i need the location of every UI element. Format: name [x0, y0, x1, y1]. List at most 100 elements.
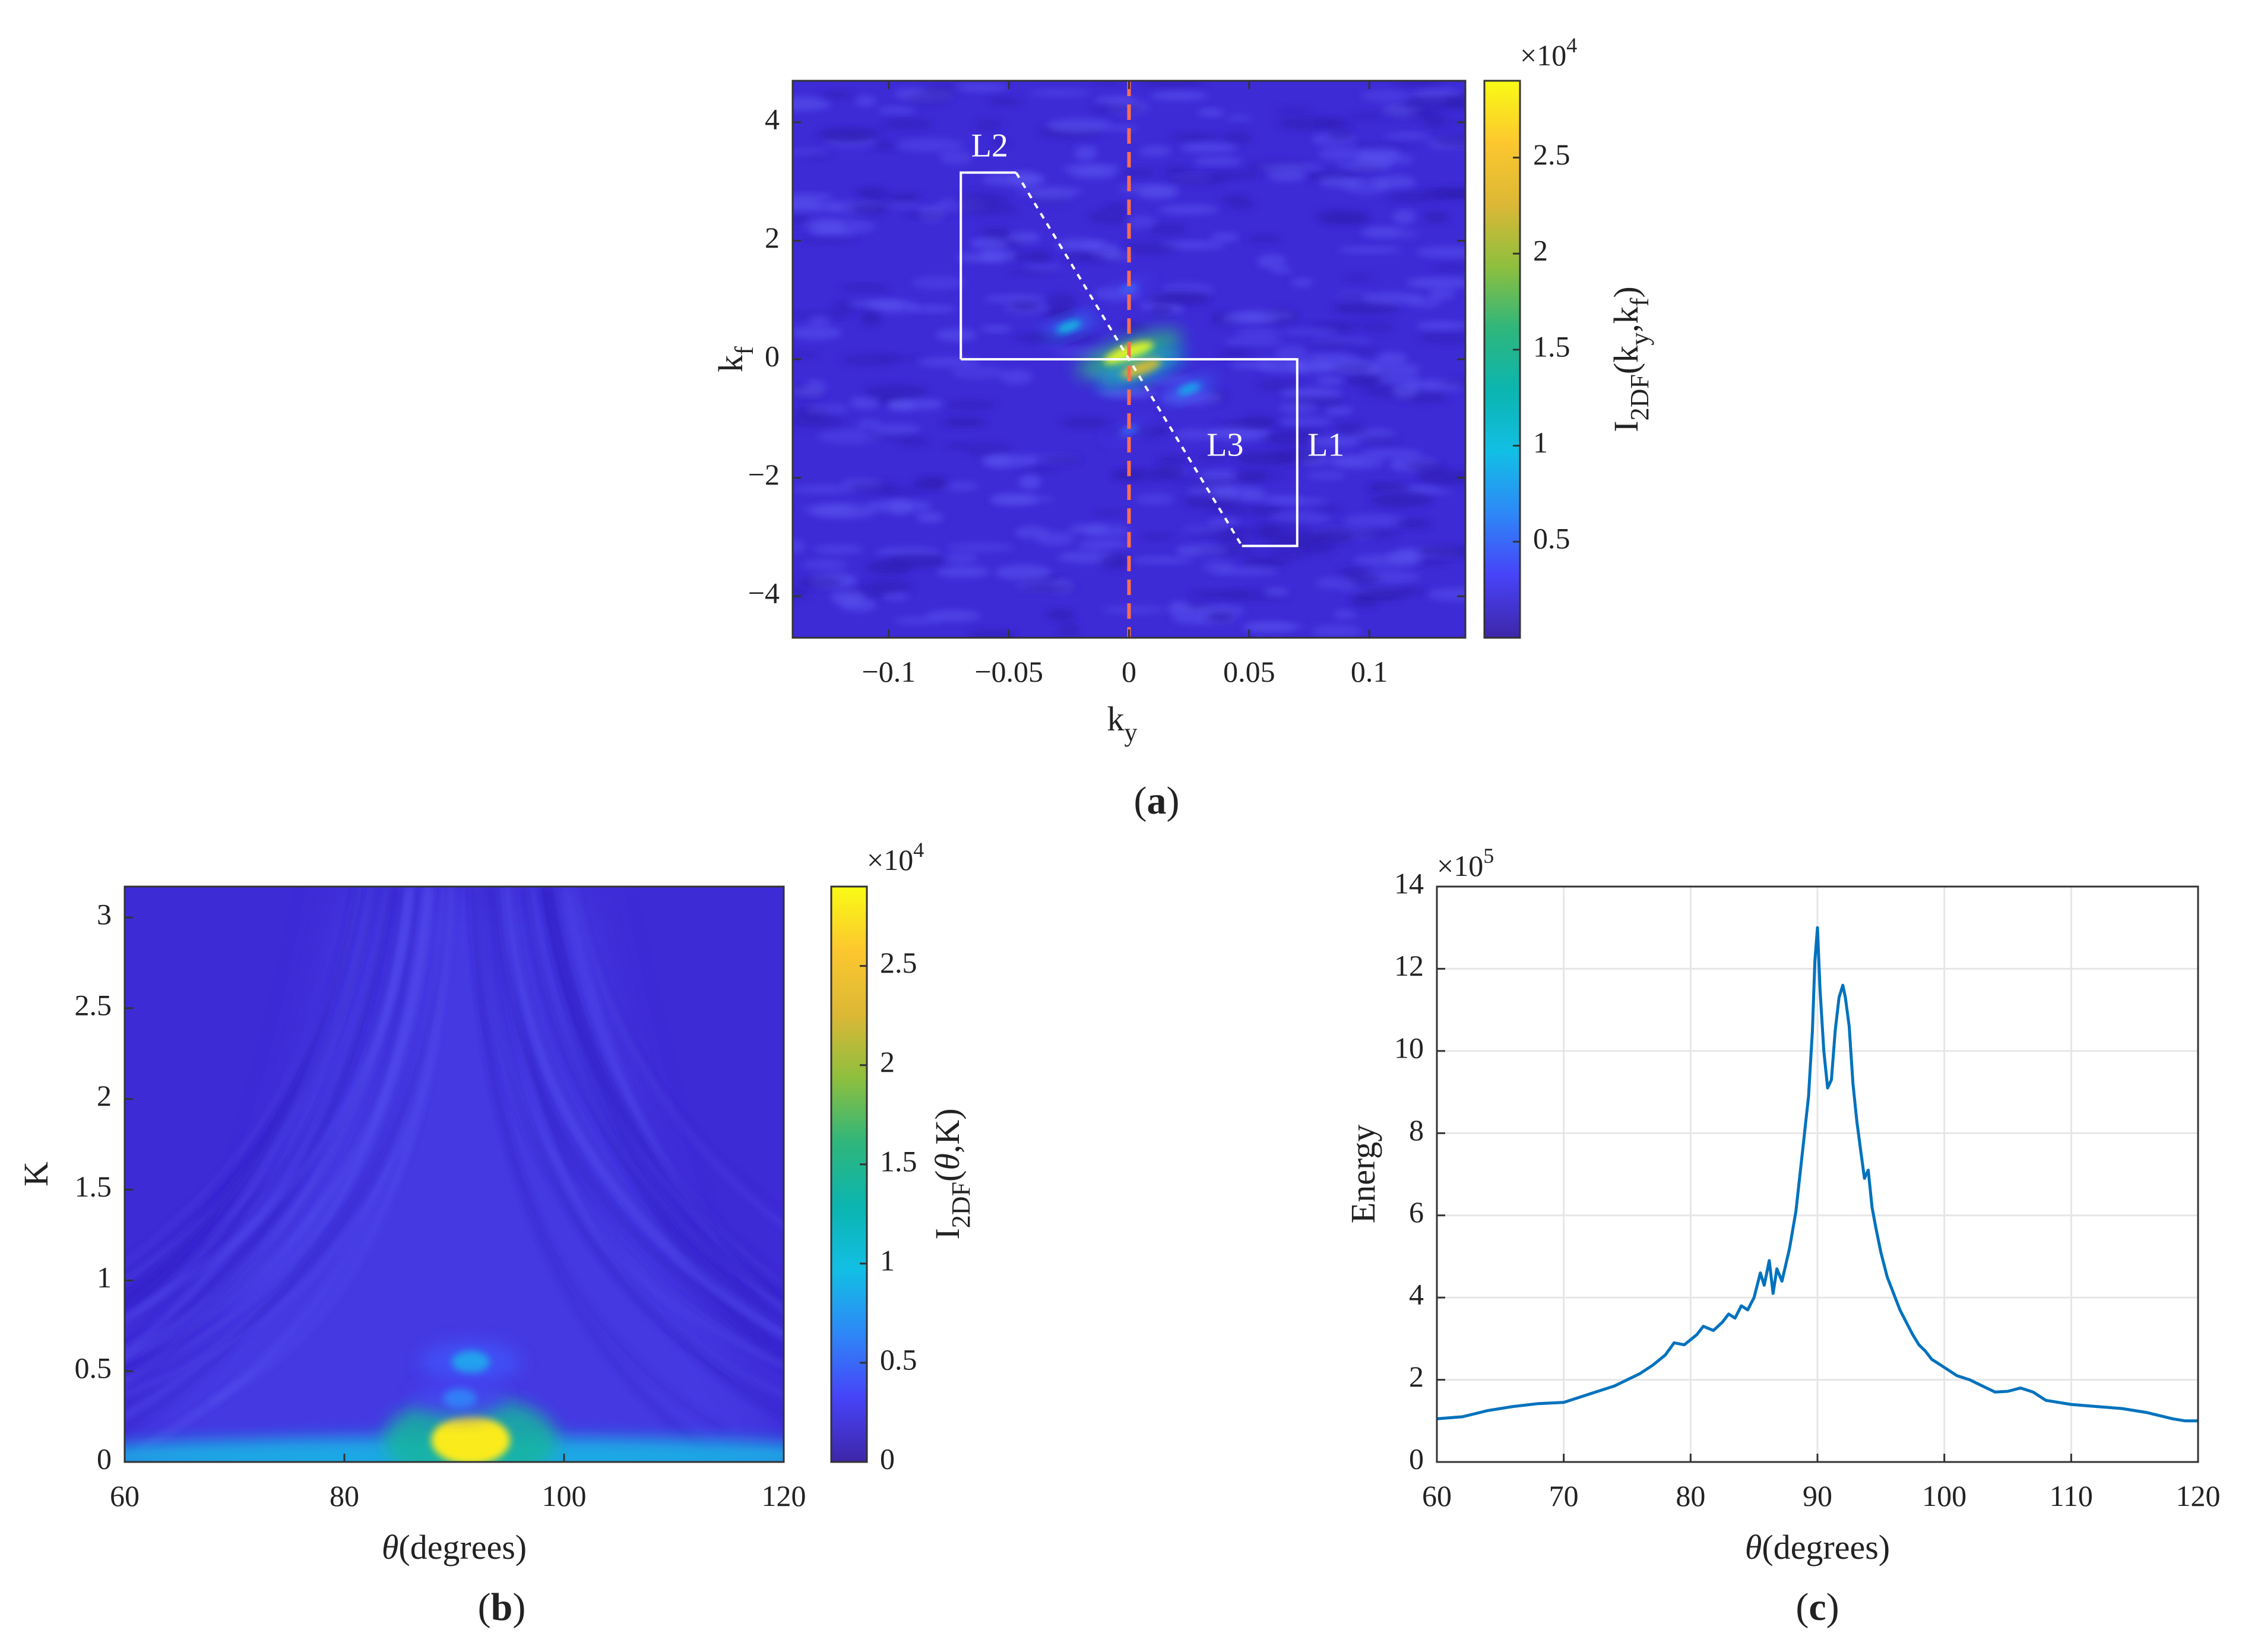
texture-blob: [1176, 548, 1202, 555]
texture-blob: [793, 193, 835, 201]
fan-streak: [125, 887, 360, 1266]
ytick-label: 3: [97, 897, 112, 931]
texture-blob: [1362, 434, 1400, 445]
texture-blob: [1087, 210, 1131, 225]
colorbar-a-label: I2DF(ky,kf): [1607, 286, 1654, 432]
texture-blob: [1311, 624, 1361, 638]
texture-blob: [1148, 223, 1187, 235]
texture-blob: [1123, 242, 1177, 255]
texture-blob: [1148, 292, 1210, 302]
texture-blob: [1363, 228, 1419, 239]
texture-blob: [1141, 533, 1173, 540]
texture-blob: [1258, 163, 1324, 172]
texture-blob: [1365, 363, 1421, 377]
texture-blob: [941, 417, 987, 428]
axes-a-xlabel: ky: [1107, 700, 1138, 747]
texture-blob: [990, 138, 1012, 148]
texture-blob: [964, 442, 1013, 457]
texture-blob: [1028, 88, 1092, 97]
texture-blob: [1151, 91, 1208, 100]
texture-blob: [1337, 246, 1402, 254]
texture-blob: [1306, 352, 1360, 363]
axes-c-xlabel: θ(degrees): [1745, 1528, 1890, 1566]
xtick-label: −0.1: [862, 655, 916, 688]
xtick-label: 80: [330, 1479, 359, 1512]
texture-blob: [1047, 293, 1077, 308]
colorbar-tick-label: 1.5: [880, 1144, 917, 1178]
texture-blob: [881, 592, 909, 600]
fan-streak: [540, 887, 784, 1350]
ytick-label: 2.5: [75, 988, 112, 1021]
texture-blob: [793, 539, 806, 553]
texture-blob: [1392, 209, 1416, 224]
texture-blob: [1045, 609, 1075, 621]
texture-blob: [1121, 168, 1157, 178]
texture-blob: [857, 420, 883, 429]
fan-streak: [125, 887, 419, 1327]
texture-blob: [984, 455, 1011, 467]
axes-b-xlabel: θ(degrees): [382, 1528, 527, 1566]
texture-blob: [1262, 433, 1322, 445]
ytick-label: 14: [1394, 866, 1424, 900]
texture-blob: [1318, 147, 1371, 162]
annotation-l3: L3: [1206, 427, 1243, 464]
texture-blob: [1005, 252, 1050, 262]
texture-blob: [793, 213, 810, 225]
texture-blob: [793, 485, 859, 493]
texture-blob: [1093, 81, 1119, 85]
texture-blob: [1429, 288, 1456, 299]
texture-blob: [793, 201, 841, 213]
ytick-label: 4: [765, 102, 780, 135]
texture-blob: [1104, 203, 1128, 211]
ytick-label: −2: [748, 458, 780, 491]
texture-blob: [1101, 605, 1167, 615]
texture-blob: [1009, 172, 1041, 186]
texture-blob: [1109, 125, 1138, 132]
texture-blob: [989, 495, 1054, 503]
texture-blob: [936, 566, 990, 577]
texture-blob: [1195, 452, 1231, 462]
texture-blob: [1270, 267, 1293, 274]
fan-streak: [494, 887, 784, 1356]
texture-blob: [1043, 306, 1076, 320]
texture-blob: [793, 388, 823, 396]
texture-blob: [1018, 584, 1076, 593]
texture-blob: [911, 276, 966, 290]
fan-streak: [506, 887, 784, 1335]
texture-blob: [1226, 115, 1253, 122]
texture-blob: [1185, 606, 1245, 615]
texture-blob: [922, 83, 962, 96]
texture-blob: [1274, 106, 1312, 114]
texture-blob: [1416, 333, 1465, 344]
texture-blob: [973, 118, 1004, 132]
texture-blob: [1307, 435, 1360, 448]
texture-blob: [1416, 321, 1465, 331]
texture-blob: [1220, 314, 1278, 324]
texture-blob: [1272, 428, 1329, 435]
texture-blob: [847, 300, 905, 308]
texture-blob: [1278, 417, 1333, 426]
axes-c-ylabel: Energy: [1344, 1125, 1382, 1223]
texture-blob: [1206, 172, 1260, 179]
texture-blob: [1235, 330, 1281, 337]
texture-blob: [1350, 142, 1416, 148]
texture-blob: [983, 295, 1047, 303]
texture-blob: [793, 311, 850, 318]
texture-blob: [1363, 321, 1394, 334]
texture-blob: [1197, 109, 1224, 116]
energy-series-line: [1437, 926, 2198, 1423]
xtick-label: 120: [2176, 1479, 2221, 1512]
texture-blob: [1000, 369, 1033, 384]
texture-blob: [796, 576, 843, 588]
xtick-label: 90: [1803, 1479, 1832, 1512]
texture-blob: [797, 236, 859, 244]
texture-blob: [839, 284, 890, 292]
texture-blob: [1325, 406, 1353, 415]
texture-blob: [970, 238, 1009, 249]
texture-blob: [1208, 426, 1272, 441]
hotspot-core: [451, 1351, 490, 1373]
texture-blob: [840, 353, 897, 366]
texture-blob: [1005, 269, 1057, 277]
texture-blob: [849, 396, 881, 409]
texture-blob: [1417, 545, 1465, 558]
